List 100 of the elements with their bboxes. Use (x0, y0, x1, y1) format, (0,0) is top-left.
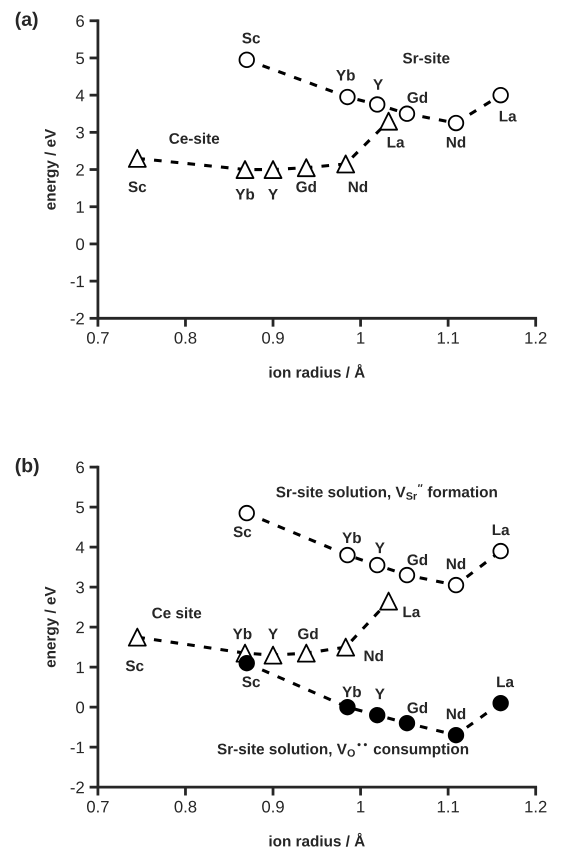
y-tick-label: 3 (76, 582, 84, 594)
annotation: La (492, 524, 510, 536)
point (369, 706, 386, 724)
annotation: Sc (126, 660, 144, 672)
point (339, 546, 356, 564)
y-tick-label: 2 (76, 164, 84, 176)
point (398, 106, 416, 122)
annotation: Sc (233, 526, 252, 538)
y-tick-label: -2 (70, 782, 84, 794)
y-tick-label: 0 (76, 238, 84, 250)
point (296, 158, 316, 178)
point (339, 88, 356, 106)
y-tick-label: 5 (76, 52, 84, 64)
chart-title: (b) (16, 458, 39, 476)
y-tick-label: 2 (76, 622, 84, 634)
annotation: Ce site (152, 607, 202, 618)
chart-title: (a) (16, 12, 38, 30)
annotation: Sr-site solution, V$_{Sr}$$^{″}$ formation (276, 484, 497, 500)
x-tick-label: 1.2 (525, 332, 546, 344)
x-tick-label: 1 (357, 332, 364, 344)
annotation: Yb (236, 188, 254, 200)
point (264, 160, 282, 179)
y-tick-label: 4 (76, 90, 84, 102)
y-tick-label: 6 (76, 462, 84, 474)
annotation: La (500, 110, 517, 122)
annotation: Yb (232, 628, 252, 640)
y-tick-label: -1 (70, 276, 84, 288)
annotation: Gd (408, 554, 428, 566)
point (336, 154, 356, 174)
annotation: Gd (408, 702, 428, 714)
y-axis-title: energy / eV (44, 128, 59, 210)
annotation: Nd (446, 558, 466, 570)
y-tick-label: 1 (76, 662, 84, 674)
x-tick-label: 0.8 (174, 800, 196, 813)
annotation: Y (375, 688, 385, 700)
y-tick-label: 5 (76, 502, 84, 514)
annotation: Nd (348, 181, 368, 192)
annotation: Nd (446, 708, 466, 720)
annotation: Gd (298, 628, 318, 640)
point (128, 628, 147, 647)
point (448, 576, 464, 594)
annotation: Sc (128, 181, 146, 192)
x-tick-label: 1.2 (525, 800, 546, 812)
x-tick-label: 0.7 (86, 800, 109, 813)
annotation: Gd (408, 92, 428, 103)
x-tick-label: 1.1 (438, 332, 459, 344)
annotation: Sr-site (402, 52, 450, 64)
x-tick-label: 0.8 (174, 332, 196, 344)
annotation: Ce-site (169, 132, 220, 144)
point (379, 112, 398, 131)
annotation: Yb (336, 69, 355, 81)
x-tick-label: 1 (357, 800, 364, 812)
point (369, 556, 386, 574)
x-axis-title: ion radius / Å (269, 832, 365, 847)
y-tick-label: 6 (76, 15, 84, 27)
y-tick-label: 0 (76, 702, 84, 714)
annotation: La (388, 136, 405, 148)
annotation: Sc (242, 32, 260, 44)
y-tick-label: 4 (76, 542, 84, 554)
annotation: Nd (446, 136, 466, 148)
annotation: La (403, 606, 420, 618)
annotation: Yb (342, 532, 361, 544)
point (128, 148, 147, 168)
point (238, 504, 255, 522)
point (296, 644, 316, 663)
point (398, 714, 416, 732)
annotation: Nd (364, 650, 383, 662)
point (379, 592, 398, 611)
annotation: Y (268, 628, 278, 640)
point (369, 96, 386, 113)
point (448, 726, 464, 744)
point (339, 698, 356, 716)
point (236, 160, 254, 179)
x-tick-label: 1.1 (438, 800, 459, 812)
y-tick-label: 1 (76, 201, 84, 213)
annotation: Y (268, 189, 278, 200)
y-tick-label: 3 (76, 126, 84, 139)
annotation: Gd (296, 181, 316, 192)
x-axis-title: ion radius / Å (269, 364, 365, 378)
x-tick-label: 0.9 (262, 332, 284, 344)
annotation: Y (373, 79, 383, 90)
y-tick-label: -2 (70, 312, 84, 324)
point (238, 654, 255, 672)
point (238, 52, 255, 68)
point (336, 638, 356, 657)
annotation: Sc (242, 676, 260, 688)
annotation: Yb (342, 686, 361, 698)
annotation: Sr-site solution, V$_{O}$$^{••}$ consumption (217, 743, 468, 758)
annotation: Y (375, 542, 385, 554)
y-tick-label: -1 (70, 742, 84, 754)
point (492, 542, 509, 560)
point (492, 86, 509, 104)
point (448, 114, 464, 132)
y-axis-title: energy / eV (44, 586, 59, 668)
annotation: La (497, 676, 514, 688)
x-tick-label: 0.7 (86, 332, 109, 344)
x-tick-label: 0.9 (262, 800, 284, 813)
point (492, 694, 509, 712)
point (398, 566, 416, 584)
point (264, 646, 282, 665)
